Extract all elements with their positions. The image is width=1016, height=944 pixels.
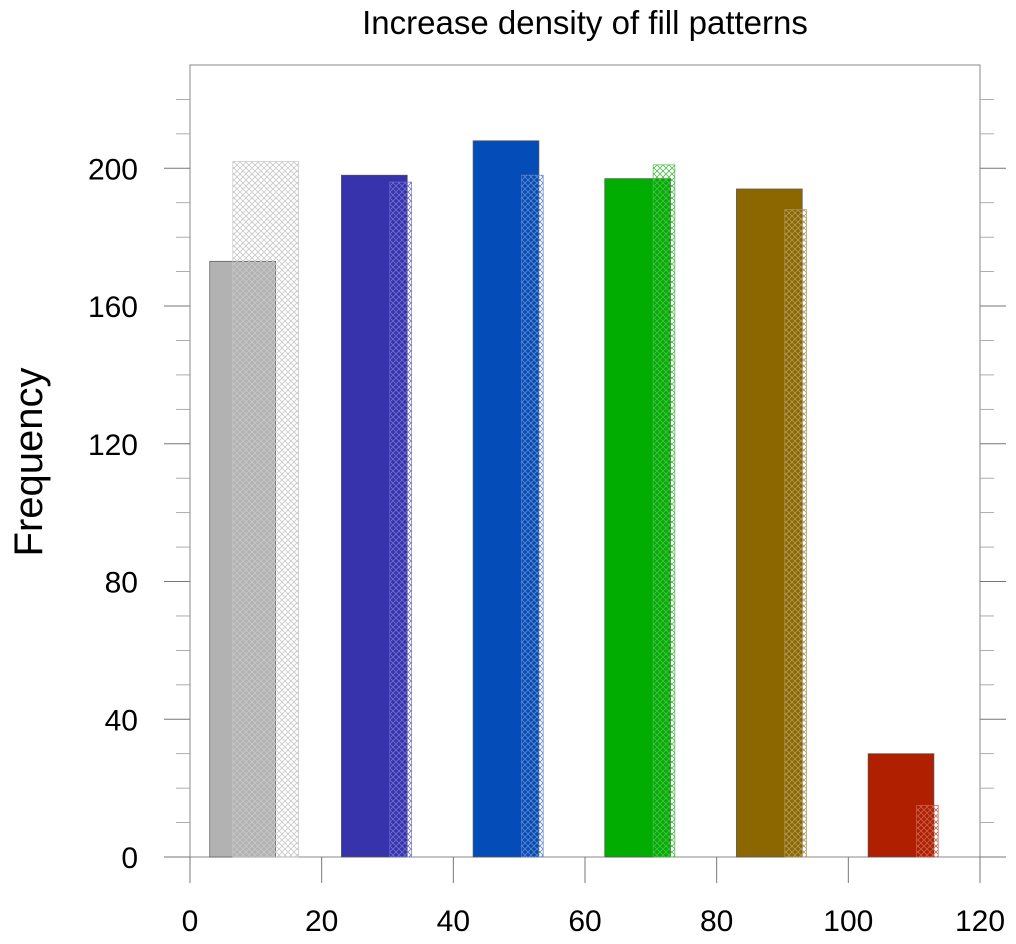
hatched-bar <box>521 174 544 858</box>
y-axis-label: Frequency <box>7 368 51 557</box>
hatched-bar <box>232 161 299 858</box>
y-tick-label: 120 <box>88 429 138 462</box>
bars-group <box>209 140 939 858</box>
y-tick-label: 40 <box>105 704 138 737</box>
x-tick-label: 20 <box>305 905 338 938</box>
x-tick-label: 80 <box>700 905 733 938</box>
y-tick-label: 80 <box>105 567 138 600</box>
ticks-group: 0 20 40 60 80 100 120 0 40 80 120 160 200 <box>88 99 1006 938</box>
chart-title: Increase density of fill patterns <box>362 4 808 41</box>
x-tick-label: 120 <box>955 905 1005 938</box>
y-tick-label: 160 <box>88 291 138 324</box>
x-tick-label: 40 <box>437 905 470 938</box>
x-tick-label: 100 <box>823 905 873 938</box>
x-tick-label: 0 <box>182 905 199 938</box>
hatched-bar <box>652 164 676 858</box>
plot-frame <box>189 64 981 858</box>
hatched-bar <box>784 209 807 858</box>
hatched-bar <box>389 181 412 858</box>
y-tick-label: 0 <box>121 842 138 875</box>
hatched-bar <box>916 804 939 858</box>
y-tick-label: 200 <box>88 153 138 186</box>
x-tick-label: 60 <box>568 905 601 938</box>
